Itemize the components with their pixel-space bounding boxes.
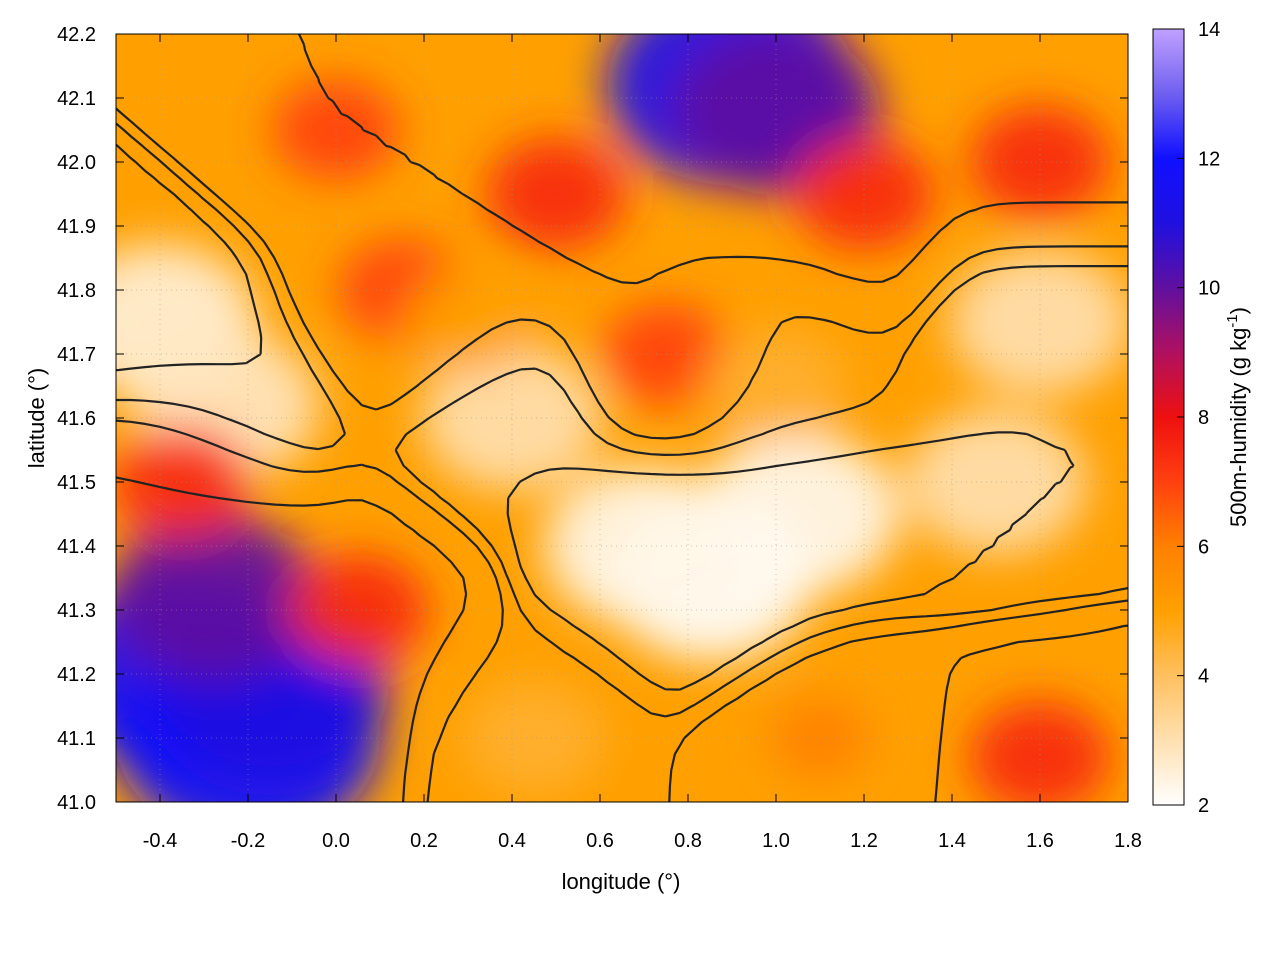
colorbar-label-main: 500m-humidity (g kg: [1226, 328, 1251, 527]
humidity-field-blob: [116, 425, 253, 539]
y-tick-label: 42.1: [57, 88, 96, 110]
humidity-field-blob: [705, 329, 847, 443]
plot-area: [116, 34, 1128, 802]
humidity-field-blob: [463, 681, 605, 795]
x-tick-label: -0.2: [231, 830, 265, 852]
x-tick-label: 0.6: [586, 830, 614, 852]
x-tick-label: 0.0: [322, 830, 350, 852]
x-axis-label: longitude (°): [562, 869, 681, 894]
colorbar-label: 500m-humidity (g kg-1): [1224, 307, 1251, 527]
y-tick-label: 41.3: [57, 600, 96, 622]
colorbar-label-superscript: -1: [1224, 314, 1241, 327]
y-tick-label: 41.4: [57, 536, 96, 558]
x-tick-label: 1.2: [850, 830, 878, 852]
x-tick-label: -0.4: [143, 830, 177, 852]
contour-line: [116, 34, 1128, 802]
x-tick-label: 1.6: [1026, 830, 1054, 852]
humidity-field-blob: [485, 137, 627, 251]
x-tick-label: 1.0: [762, 830, 790, 852]
contour-line: [116, 107, 1128, 802]
humidity-field-blob: [770, 698, 870, 778]
y-axis-label: latitude (°): [24, 368, 49, 469]
colorbar-tick-label: 10: [1198, 278, 1220, 300]
y-tick-label: 41.2: [57, 664, 96, 686]
y-tick-label: 41.9: [57, 216, 96, 238]
colorbar-label-tail: ): [1226, 307, 1251, 314]
colorbar-tick-label: 6: [1198, 536, 1209, 558]
y-tick-label: 41.7: [57, 344, 96, 366]
x-tick-label: 0.2: [410, 830, 438, 852]
humidity-field-blob: [969, 701, 1111, 802]
colorbar-tick-label: 14: [1198, 19, 1220, 41]
contour-line: [116, 143, 1075, 691]
x-tick-label: 1.8: [1114, 830, 1142, 852]
colorbar-tick-label: 12: [1198, 148, 1220, 170]
y-tick-label: 42.2: [57, 24, 96, 46]
y-tick-label: 41.5: [57, 472, 96, 494]
humidity-contours: [116, 34, 1128, 802]
humidity-field-blob: [696, 432, 900, 596]
y-axis: 41.0 41.1 41.2 41.3 41.4 41.5 41.6 41.7 41.8 41.9…: [57, 24, 1128, 814]
y-tick-label: 41.8: [57, 280, 96, 302]
colorbar: 2 4 6 8 10 12 14 500m-humidity (g kg-1): [1152, 19, 1251, 817]
colorbar-ticks: 2 4 6 8 10 12 14: [1177, 19, 1220, 817]
humidity-field-blob: [404, 271, 532, 373]
contour-line: [116, 122, 1128, 718]
humidity-field-blob: [949, 249, 1128, 395]
x-tick-label: 0.8: [674, 830, 702, 852]
y-tick-label: 41.0: [57, 792, 96, 814]
x-tick-label: 1.4: [938, 830, 966, 852]
humidity-field-blob: [287, 553, 429, 667]
colorbar-tick-label: 8: [1198, 407, 1209, 429]
colorbar-tick-label: 2: [1198, 795, 1209, 817]
humidity-field-blob: [969, 105, 1111, 219]
humidity-field-blob: [543, 465, 745, 627]
y-tick-label: 42.0: [57, 152, 96, 174]
x-axis: -0.4 -0.2 0.0 0.2 0.4 0.6 0.8 1.0 1.2 1.4 1.6 1.8: [143, 34, 1142, 852]
humidity-field: [116, 34, 1128, 802]
y-tick-label: 41.6: [57, 408, 96, 430]
x-tick-label: 0.4: [498, 830, 526, 852]
colorbar-tick-label: 4: [1198, 666, 1209, 688]
y-tick-label: 41.1: [57, 728, 96, 750]
humidity-field-blob: [116, 513, 318, 681]
